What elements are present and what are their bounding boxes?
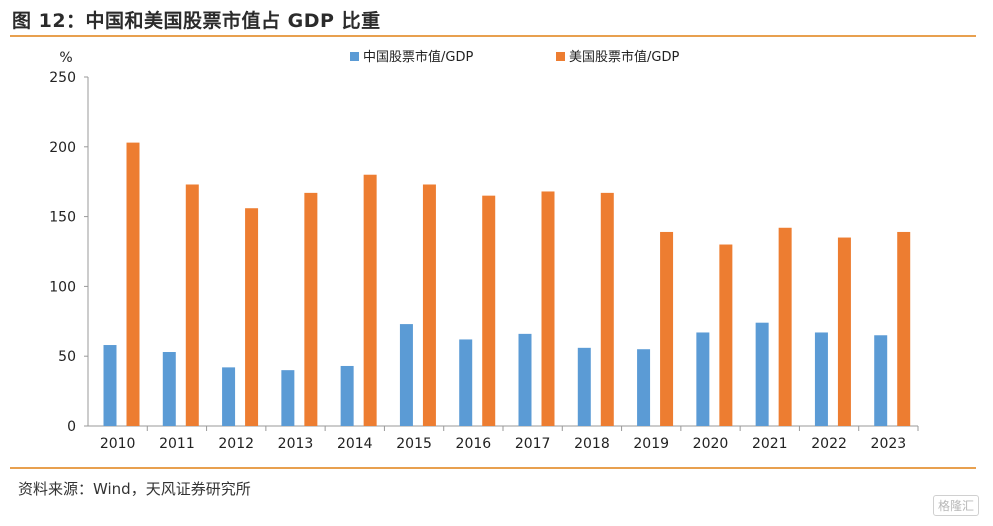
legend-swatch-usa (556, 52, 565, 61)
source-divider (10, 467, 976, 469)
bar-usa-2016 (482, 195, 496, 426)
bar-china-2019 (637, 349, 651, 426)
x-tick-label: 2018 (574, 436, 610, 452)
bar-usa-2011 (185, 184, 199, 426)
x-tick-label: 2021 (752, 436, 788, 452)
legend-label-china: 中国股票市值/GDP (363, 49, 473, 65)
bar-china-2020 (696, 332, 710, 426)
bar-china-2017 (518, 333, 532, 426)
x-tick-label: 2014 (337, 436, 373, 452)
bar-usa-2019 (660, 231, 674, 426)
legend-swatch-china (350, 52, 359, 61)
y-tick-label: 50 (58, 349, 76, 365)
x-tick-label: 2015 (396, 436, 432, 452)
bar-usa-2012 (245, 208, 259, 426)
bar-usa-2021 (778, 227, 792, 426)
x-tick-label: 2017 (515, 436, 551, 452)
x-tick-label: 2022 (811, 436, 847, 452)
bar-usa-2014 (363, 174, 377, 426)
title-divider (10, 35, 976, 37)
x-tick-label: 2016 (456, 436, 492, 452)
bar-usa-2022 (837, 237, 851, 426)
x-tick-label: 2020 (693, 436, 729, 452)
bar-usa-2015 (422, 184, 436, 426)
bar-china-2013 (281, 370, 295, 426)
bar-china-2016 (459, 339, 473, 426)
source-note: 资料来源：Wind，天风证券研究所 (18, 480, 251, 498)
y-axis-label: % (59, 50, 72, 66)
bar-china-2012 (222, 367, 236, 426)
bar-china-2015 (399, 324, 413, 426)
bar-china-2022 (814, 332, 828, 426)
bar-usa-2020 (719, 244, 733, 426)
bar-usa-2023 (897, 231, 911, 426)
bar-usa-2010 (126, 142, 140, 426)
y-tick-label: 200 (49, 140, 76, 156)
chart-title: 图 12：中国和美国股票市值占 GDP 比重 (12, 10, 381, 32)
x-tick-label: 2012 (218, 436, 254, 452)
bar-china-2023 (874, 335, 888, 426)
y-tick-label: 100 (49, 279, 76, 295)
watermark: 格隆汇 (932, 495, 979, 516)
y-tick-label: 250 (49, 70, 76, 86)
x-tick-label: 2010 (100, 436, 136, 452)
bar-usa-2017 (541, 191, 555, 426)
x-tick-label: 2023 (871, 436, 907, 452)
x-tick-label: 2011 (159, 436, 195, 452)
y-tick-label: 150 (49, 210, 76, 226)
bar-china-2018 (577, 347, 591, 426)
y-tick-label: 0 (67, 419, 76, 435)
bar-china-2011 (162, 352, 176, 426)
bar-usa-2018 (600, 192, 614, 426)
x-tick-label: 2013 (278, 436, 314, 452)
legend-label-usa: 美国股票市值/GDP (569, 49, 679, 65)
bar-china-2021 (755, 322, 769, 426)
bar-china-2010 (103, 345, 117, 426)
bar-china-2014 (340, 365, 354, 426)
bar-chart: 0 50 100 150 200 250% 2010 2011 2012 2013 2014 2015… (49, 49, 919, 452)
bar-usa-2013 (304, 192, 318, 426)
x-tick-label: 2019 (633, 436, 669, 452)
